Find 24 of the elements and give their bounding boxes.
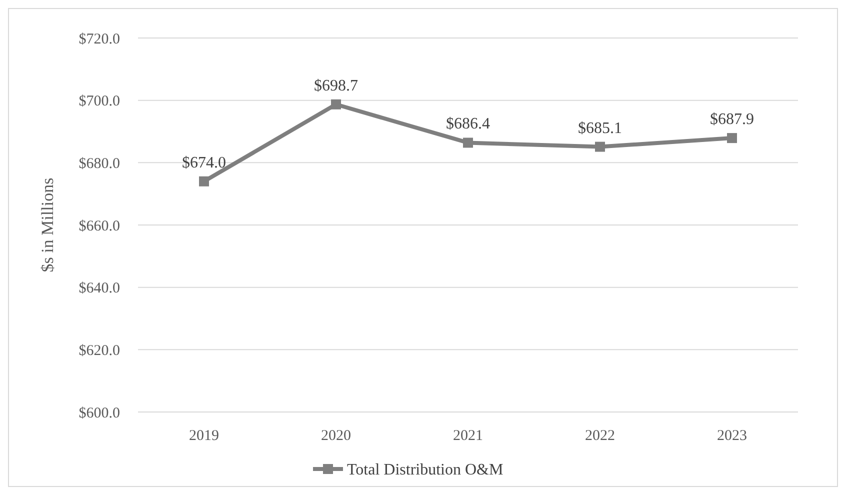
y-tick-label: $700.0 bbox=[78, 94, 120, 110]
data-label: $698.7 bbox=[314, 77, 358, 94]
point bbox=[595, 142, 605, 152]
data-label: $685.1 bbox=[578, 120, 622, 137]
point bbox=[199, 176, 209, 186]
data-label: $674.0 bbox=[182, 154, 226, 172]
y-tick-label: $660.0 bbox=[78, 218, 120, 234]
y-tick-label: $600.0 bbox=[78, 405, 120, 422]
point bbox=[331, 99, 341, 110]
y-tick-label: $680.0 bbox=[78, 156, 120, 172]
point bbox=[463, 138, 473, 148]
x-tick-label: 2019 bbox=[189, 428, 219, 444]
x-tick-label: 2020 bbox=[321, 428, 351, 444]
data-label: $687.9 bbox=[710, 111, 754, 128]
y-tick-label: $620.0 bbox=[78, 342, 120, 359]
data-label: $686.4 bbox=[446, 116, 490, 133]
legend-label: Total Distribution O&M bbox=[347, 462, 504, 479]
y-axis-title: $s in Millions bbox=[38, 178, 57, 272]
y-tick-label: $640.0 bbox=[78, 280, 120, 297]
x-tick-label: 2022 bbox=[585, 428, 615, 444]
x-tick-label: 2023 bbox=[717, 428, 747, 444]
x-tick-label: 2021 bbox=[453, 428, 483, 444]
y-tick-label: $720.0 bbox=[78, 31, 120, 48]
point bbox=[727, 133, 737, 144]
